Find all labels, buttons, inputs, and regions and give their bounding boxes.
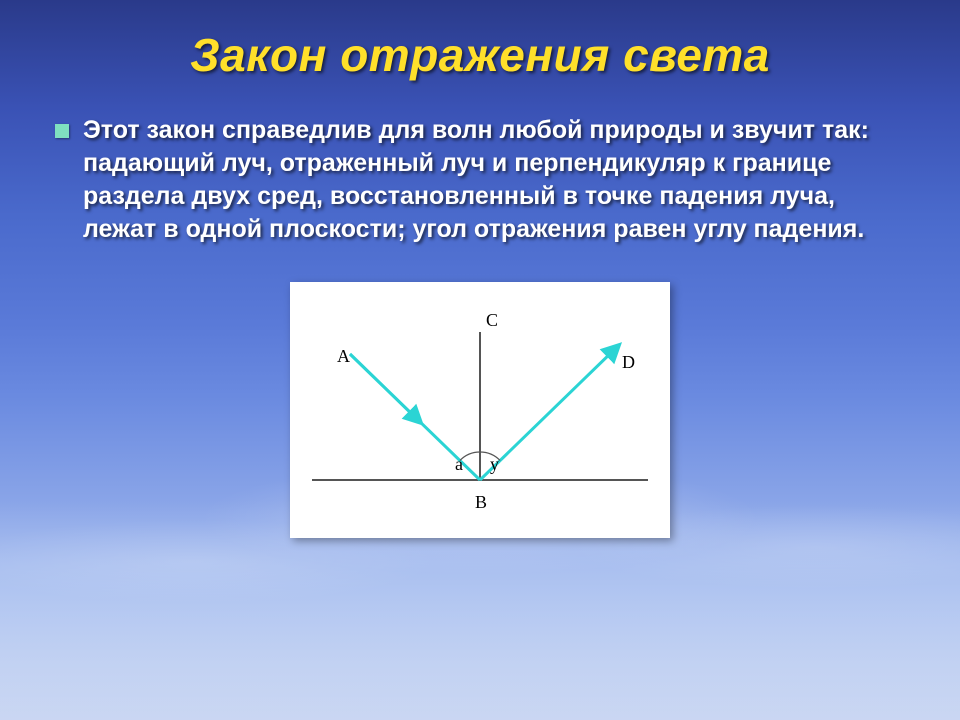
slide: Закон отражения света Этот закон справед… [0, 0, 960, 720]
label-C: C [486, 310, 498, 331]
reflection-diagram: A C D B a y [290, 282, 670, 538]
slide-title: Закон отражения света [55, 28, 905, 82]
label-D: D [622, 352, 635, 373]
label-A: A [337, 346, 350, 367]
label-y: y [490, 454, 499, 475]
body-row: Этот закон справедлив для волн любой при… [55, 114, 905, 246]
bullet-square-icon [55, 124, 69, 138]
diagram-container: A C D B a y [55, 282, 905, 538]
label-B: B [475, 492, 487, 513]
label-a: a [455, 454, 463, 475]
body-text: Этот закон справедлив для волн любой при… [83, 114, 903, 246]
incident-ray-arrow [350, 354, 418, 420]
